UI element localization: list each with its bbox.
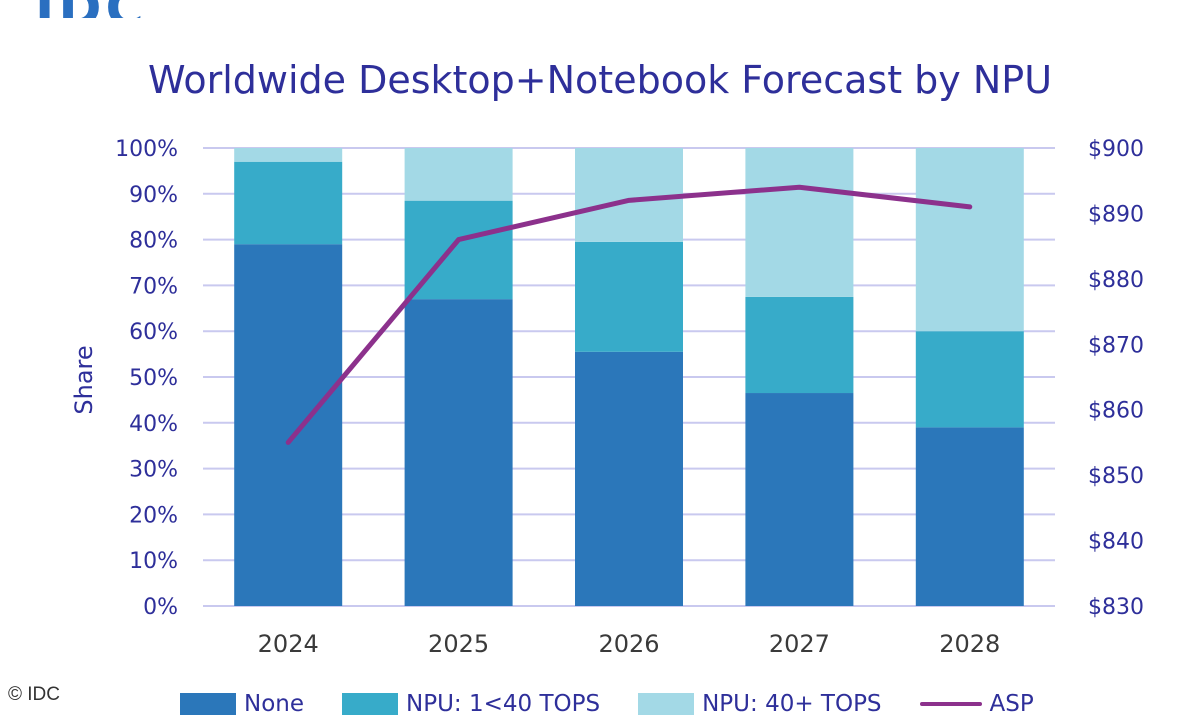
bar-segment-1 (745, 393, 854, 606)
bar-segment-3 (404, 148, 513, 201)
bar-segment-2 (745, 296, 854, 394)
bar-segment-1 (234, 244, 343, 606)
bar-segment-3 (915, 148, 1024, 332)
copyright-text: © IDC (8, 684, 60, 705)
y2-tick-label: $860 (1088, 399, 1144, 424)
legend-label-asp: ASP (989, 691, 1034, 717)
y2-tick-label: $890 (1088, 202, 1144, 227)
legend-line-asp (919, 702, 982, 706)
bar-segment-2 (575, 241, 683, 352)
chart-title: Worldwide Desktop+Notebook Forecast by N… (147, 58, 1053, 102)
legend-swatch-npu-1-40 (342, 693, 399, 715)
y2-tick-label: $840 (1088, 530, 1144, 555)
y-tick-label: 70% (129, 274, 178, 299)
x-tick-label: 2025 (428, 630, 489, 658)
legend-item-asp: ASP (919, 691, 1034, 717)
right-axis-ticks: $830 $840 $850 $860 $870 $880 $890 $900 (1088, 137, 1144, 620)
y-axis-label: Share (70, 345, 98, 414)
y-tick-label: 20% (129, 503, 178, 528)
y2-tick-label: $870 (1088, 333, 1144, 358)
y2-tick-label: $850 (1088, 464, 1144, 489)
asp-line (285, 184, 973, 445)
bar-segment-1 (404, 299, 513, 606)
y2-tick-label: $830 (1088, 595, 1144, 620)
y-tick-label: 60% (129, 320, 178, 345)
asp-line-layer (285, 184, 973, 445)
y-tick-label: 10% (129, 549, 178, 574)
legend-item-npu-40-plus: NPU: 40+ TOPS (638, 691, 882, 717)
bar-segment-2 (915, 331, 1024, 428)
bar-segment-3 (745, 148, 854, 297)
legend-label-npu-40-plus: NPU: 40+ TOPS (702, 691, 882, 717)
legend-swatch-npu-40-plus (638, 693, 695, 715)
y-tick-label: 30% (129, 458, 178, 483)
legend-item-none: None (180, 691, 304, 717)
bar-segment-1 (575, 351, 683, 606)
y2-tick-label: $900 (1088, 137, 1144, 162)
y-tick-label: 90% (129, 183, 178, 208)
legend-label-npu-1-40: NPU: 1<40 TOPS (406, 691, 601, 717)
x-tick-label: 2027 (769, 630, 830, 658)
bar-segment-1 (915, 427, 1024, 606)
left-axis-ticks: 0% 10% 20% 30% 40% 50% 60% 70% 80% 90% 100% (115, 137, 178, 620)
y-tick-label: 100% (115, 137, 178, 162)
y-tick-label: 50% (129, 366, 178, 391)
legend: None NPU: 1<40 TOPS NPU: 40+ TOPS ASP (180, 688, 1072, 720)
bar-segment-3 (234, 148, 343, 162)
legend-swatch-none (180, 693, 236, 715)
y-tick-label: 0% (143, 595, 178, 620)
legend-label-none: None (244, 691, 305, 717)
bar-stacks (234, 148, 1024, 606)
x-tick-label: 2024 (258, 630, 319, 658)
x-axis-ticks: 2024 2025 2026 2027 2028 (258, 630, 1001, 658)
x-tick-label: 2026 (598, 630, 659, 658)
chart-area: 0%10%20%30%40%50%60%70%80%90%100% $830$8… (70, 137, 1144, 658)
bar-segment-2 (234, 161, 343, 245)
y-tick-label: 40% (129, 412, 178, 437)
legend-item-npu-1-40: NPU: 1<40 TOPS (342, 691, 600, 717)
bar-segment-3 (575, 148, 683, 242)
idc-logo: IDC (35, 0, 148, 18)
y2-tick-label: $880 (1088, 268, 1144, 293)
x-tick-label: 2028 (939, 630, 1000, 658)
y-tick-label: 80% (129, 229, 178, 254)
